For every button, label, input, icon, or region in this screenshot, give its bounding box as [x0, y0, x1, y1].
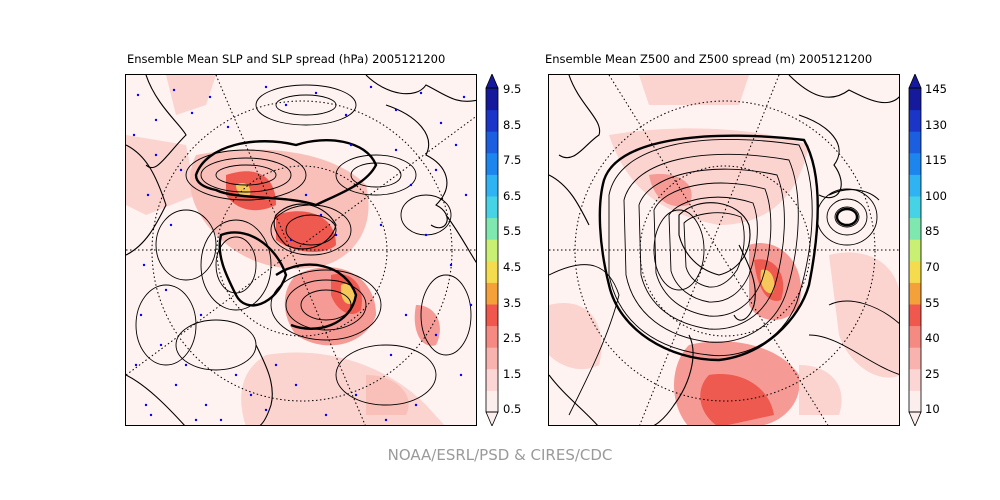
slp-colorbar-segment — [486, 368, 498, 391]
z500-colorbar-segment — [909, 131, 921, 154]
slp-colorbar-tick-label: 4.5 — [503, 260, 522, 274]
slp-colorbar-segment — [486, 347, 498, 370]
z500-colorbar-tick-label: 85 — [925, 224, 940, 239]
z500-spread-shading — [549, 75, 899, 425]
z500-colorbar-tick-label: 70 — [925, 260, 940, 274]
slp-colorbar-tick-label: 9.5 — [503, 82, 522, 96]
slp-colorbar-segment — [486, 239, 498, 262]
credit-text: NOAA/ESRL/PSD & CIRES/CDC — [387, 446, 613, 464]
slp-map — [125, 74, 477, 426]
slp-colorbar-segment — [486, 131, 498, 154]
z500-map — [548, 74, 900, 426]
z500-colorbar-tick-label: 115 — [925, 153, 947, 168]
z500-colorbar-tick-label: 55 — [925, 295, 940, 310]
slp-colorbar — [485, 72, 499, 430]
slp-map-graphic — [126, 75, 476, 425]
slp-colorbar-tick-label: 1.5 — [503, 366, 522, 381]
z500-colorbar-segment — [909, 152, 921, 175]
z500-colorbar-tick-label: 145 — [925, 82, 947, 96]
slp-colorbar-tick-label: 3.5 — [503, 295, 522, 310]
slp-bold-contours — [194, 138, 378, 330]
slp-contours — [135, 84, 472, 406]
slp-colorbar-tick-label: 2.5 — [503, 331, 522, 346]
z500-colorbar-segment — [909, 368, 921, 391]
slp-colorbar-segment — [486, 325, 498, 348]
slp-colorbar-tick-label: 0.5 — [503, 402, 522, 417]
z500-graticule — [549, 75, 899, 425]
z500-map-graphic — [549, 75, 899, 425]
slp-graticule — [126, 75, 476, 425]
slp-colorbar-tick-label: 7.5 — [503, 153, 522, 168]
z500-coastlines — [549, 75, 899, 425]
z500-colorbar-segment — [909, 304, 921, 327]
z500-colorbar-segment — [909, 217, 921, 240]
slp-colorbar-segment — [486, 217, 498, 240]
z500-colorbar-segment — [909, 196, 921, 219]
z500-colorbar-tick-label: 40 — [925, 331, 940, 346]
z500-colorbar-tick-label: 100 — [925, 188, 947, 203]
slp-colorbar-segment — [486, 152, 498, 175]
slp-colorbar-segment — [486, 282, 498, 305]
slp-colorbar-segment — [486, 196, 498, 219]
z500-bold-contours — [598, 134, 859, 362]
slp-colorbar-segment — [486, 88, 498, 111]
z500-colorbar-segment — [909, 239, 921, 262]
z500-colorbar-segment — [909, 174, 921, 197]
z500-colorbar — [908, 72, 922, 430]
slp-colorbar-tick-label: 8.5 — [503, 117, 522, 132]
z500-colorbar-tick-label: 10 — [925, 402, 940, 417]
z500-colorbar-tick-label: 130 — [925, 117, 947, 132]
right-panel-title: Ensemble Mean Z500 and Z500 spread (m) 2… — [545, 52, 873, 66]
slp-colorbar-segment — [486, 260, 498, 283]
z500-colorbar-graphic — [908, 72, 922, 428]
z500-colorbar-segment — [909, 347, 921, 370]
z500-colorbar-tick-label: 25 — [925, 366, 940, 381]
slp-colorbar-tick-label: 6.5 — [503, 188, 522, 203]
left-panel-title: Ensemble Mean SLP and SLP spread (hPa) 2… — [127, 52, 446, 66]
slp-colorbar-tick-label: 5.5 — [503, 224, 522, 239]
z500-colorbar-segment — [909, 325, 921, 348]
z500-colorbar-segment — [909, 390, 921, 413]
slp-spread-shading — [126, 75, 445, 425]
slp-colorbar-segment — [486, 304, 498, 327]
slp-colorbar-segment — [486, 109, 498, 132]
slp-colorbar-segment — [486, 174, 498, 197]
slp-colorbar-graphic — [485, 72, 499, 428]
slp-station-dots — [132, 85, 473, 422]
z500-colorbar-segment — [909, 88, 921, 111]
z500-colorbar-segment — [909, 109, 921, 132]
slp-colorbar-segment — [486, 390, 498, 413]
z500-colorbar-segment — [909, 260, 921, 283]
z500-colorbar-segment — [909, 282, 921, 305]
